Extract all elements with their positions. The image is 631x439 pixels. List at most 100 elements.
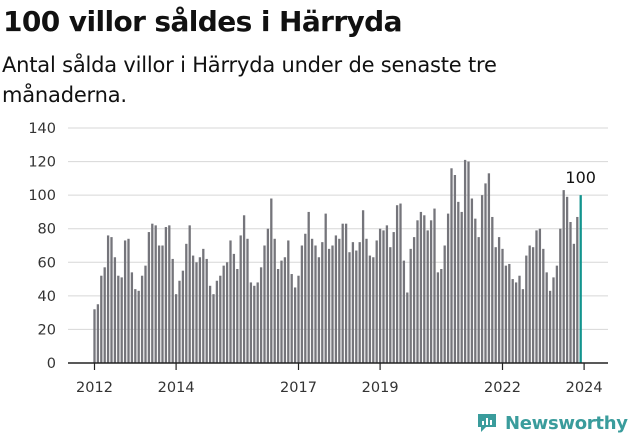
bar	[137, 290, 140, 363]
bar	[555, 265, 559, 363]
bar	[453, 175, 457, 363]
bar	[154, 225, 157, 363]
bar	[409, 248, 412, 363]
bar	[123, 240, 127, 363]
chart-title: 100 villor såldes i Härryda	[3, 5, 403, 38]
bar	[443, 245, 446, 363]
bar	[324, 213, 327, 363]
bar	[205, 258, 208, 363]
bar	[229, 240, 232, 363]
bar	[249, 282, 253, 363]
bar	[545, 272, 548, 363]
bar	[174, 294, 178, 363]
bar	[178, 280, 181, 363]
bar	[423, 215, 426, 363]
bars	[93, 159, 582, 363]
bar	[263, 245, 266, 363]
bar	[399, 203, 402, 363]
bar	[494, 247, 497, 363]
bar	[219, 275, 222, 363]
bar	[514, 282, 518, 363]
bar	[525, 255, 528, 363]
bar	[355, 250, 358, 363]
bar	[256, 282, 259, 363]
x-tick-label: 2012	[76, 380, 113, 396]
bar	[548, 290, 552, 363]
bar	[232, 253, 236, 363]
bar	[480, 195, 484, 363]
bar	[375, 240, 378, 363]
bar	[297, 275, 300, 363]
bar	[331, 245, 334, 363]
bar	[188, 225, 191, 363]
bar	[208, 285, 212, 363]
bar	[528, 245, 531, 363]
annotations: 100	[565, 168, 596, 187]
bar	[501, 248, 504, 363]
x-tick-label: 2024	[566, 380, 603, 396]
bar	[477, 237, 480, 363]
bar	[93, 309, 96, 363]
x-tick-label: 2014	[158, 380, 195, 396]
y-axis-tick-labels: 0 20 40 60 80 100 120 140	[28, 121, 56, 372]
bar	[559, 228, 562, 363]
bar	[576, 216, 579, 363]
bar	[395, 205, 399, 363]
bar-highlight	[579, 195, 582, 363]
bar	[436, 272, 440, 363]
bar	[140, 275, 144, 363]
bar	[270, 198, 273, 363]
bar	[195, 262, 198, 363]
bar	[511, 279, 514, 363]
y-tick-label: 60	[38, 255, 56, 271]
bar	[378, 228, 382, 363]
bar	[358, 242, 361, 363]
bar	[212, 294, 215, 363]
bar	[467, 161, 470, 363]
bar	[161, 245, 164, 363]
bar	[103, 267, 106, 363]
bar	[144, 265, 147, 363]
bar	[344, 223, 348, 363]
bar	[100, 275, 103, 363]
bar	[365, 238, 368, 363]
bar	[348, 252, 351, 363]
bar	[246, 238, 249, 363]
bar	[202, 248, 205, 363]
bar	[426, 230, 429, 363]
bar	[222, 265, 225, 363]
bar	[538, 228, 542, 363]
bar	[290, 274, 293, 363]
bar	[361, 210, 365, 363]
bar	[572, 243, 576, 363]
bar	[191, 255, 195, 363]
bar	[304, 233, 307, 363]
bar	[372, 257, 375, 363]
bar	[127, 238, 130, 363]
y-tick-label: 20	[38, 322, 56, 338]
bar	[416, 220, 419, 363]
bar	[385, 225, 389, 363]
bar	[314, 245, 317, 363]
bar	[351, 242, 355, 363]
bar	[198, 257, 202, 363]
x-tick-label: 2019	[362, 380, 399, 396]
bar	[280, 260, 283, 363]
bar	[338, 238, 341, 363]
bar	[429, 220, 433, 363]
bar	[239, 235, 242, 363]
bar	[157, 245, 161, 363]
bar	[470, 198, 474, 363]
bar	[491, 216, 494, 363]
bar	[317, 257, 321, 363]
bar	[225, 262, 229, 363]
bar	[440, 269, 443, 363]
bar	[168, 225, 171, 363]
bar	[113, 257, 117, 363]
y-tick-label: 80	[38, 222, 56, 238]
newsworthy-chart-icon	[478, 414, 496, 432]
x-tick-label: 2022	[484, 380, 521, 396]
bar	[327, 248, 331, 363]
bar	[151, 223, 154, 363]
bar	[273, 238, 276, 363]
